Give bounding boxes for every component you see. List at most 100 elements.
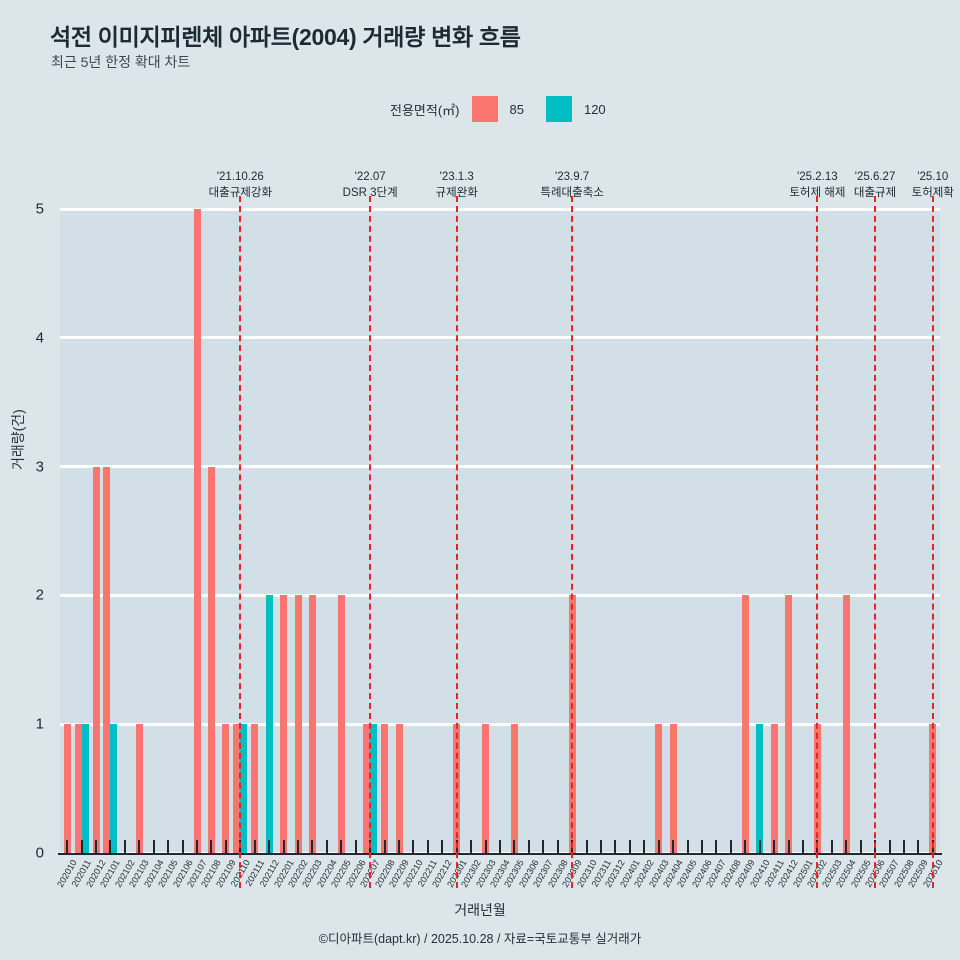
x-tick-mark (729, 840, 732, 853)
annotation-text: 토허제확 (911, 187, 954, 199)
y-tick-label: 2 (35, 586, 44, 604)
bar-85[interactable] (482, 724, 490, 853)
annotation-202510: '25.10 토허제확 (873, 170, 960, 201)
bar-85[interactable] (251, 724, 259, 853)
gridline (60, 722, 940, 726)
event-line-202502 (816, 196, 819, 888)
x-tick-mark (715, 840, 718, 853)
event-line-202506 (874, 196, 877, 888)
bar-85[interactable] (222, 724, 230, 853)
annotation-202506: '25.6.27 대출규제 (815, 170, 935, 201)
bar-85[interactable] (63, 724, 71, 853)
x-tick-mark (859, 840, 862, 853)
bar-85[interactable] (381, 724, 389, 853)
annotation-text: 대출규제강화 (208, 187, 273, 199)
bar-85[interactable] (785, 595, 793, 853)
bar-85[interactable] (92, 466, 100, 853)
x-tick-mark (325, 840, 328, 853)
x-tick-mark (210, 840, 213, 853)
gridline (60, 336, 940, 340)
bar-120[interactable] (110, 724, 118, 853)
y-tick-label: 3 (35, 458, 44, 476)
bar-85[interactable] (207, 466, 215, 853)
x-tick-mark (888, 840, 891, 853)
bar-120[interactable] (756, 724, 764, 853)
bar-85[interactable] (510, 724, 518, 853)
x-tick-mark (95, 840, 98, 853)
bar-85[interactable] (294, 595, 302, 853)
bar-85[interactable] (135, 724, 143, 853)
x-axis-labels: 202010 202011 202012 202101 202102 202103 2021… (55, 856, 944, 900)
bar-85[interactable] (669, 724, 677, 853)
gridline (60, 207, 940, 211)
annotation-text: 대출규제 (853, 187, 897, 199)
bar-120[interactable] (265, 595, 273, 853)
annotation-202502: '25.2.13 토허제 해제 (757, 170, 877, 201)
x-tick-mark (700, 840, 703, 853)
bar-85[interactable] (842, 595, 850, 853)
annotation-text: 규제완화 (435, 187, 478, 199)
bar-85[interactable] (233, 724, 241, 853)
bar-85[interactable] (770, 724, 778, 853)
x-tick-mark (354, 840, 357, 853)
annotation-date: '23.1.3 (439, 171, 474, 183)
event-line-202207 (369, 196, 372, 888)
x-tick-mark (773, 840, 776, 853)
x-tick-mark (196, 840, 199, 853)
x-tick-mark (138, 840, 141, 853)
x-tick-mark (484, 840, 487, 853)
x-tick-mark (109, 840, 112, 853)
bar-85[interactable] (103, 466, 111, 853)
x-tick-mark (686, 840, 689, 853)
x-tick-mark (801, 840, 804, 853)
x-tick-mark (917, 840, 920, 853)
x-tick-mark (268, 840, 271, 853)
x-tick-mark (224, 840, 227, 853)
bar-120[interactable] (370, 724, 378, 853)
bar-85[interactable] (337, 595, 345, 853)
legend-item-85[interactable]: 85 (471, 96, 546, 122)
legend-item-120[interactable]: 120 (545, 96, 628, 122)
plot-background (60, 209, 940, 853)
x-axis-title: 거래년월 (454, 902, 506, 918)
legend-swatch-120 (545, 96, 572, 122)
legend-title: 전용면적(㎡) (390, 102, 460, 118)
annotation-date: '25.2.13 (797, 171, 838, 183)
x-tick-mark (902, 840, 905, 853)
footer-credit: ©디아파트(dapt.kr) / 2025.10.28 / 자료=국토교통부 실… (318, 932, 642, 946)
bar-85[interactable] (280, 595, 288, 853)
y-axis-title: 거래량(건) (10, 409, 26, 470)
x-tick-mark (830, 840, 833, 853)
annotation-202301: '23.1.3 규제완화 (397, 170, 517, 201)
bar-85[interactable] (395, 724, 403, 853)
bar-85[interactable] (308, 595, 316, 853)
annotation-date: '23.9.7 (555, 171, 590, 183)
x-tick-mark (614, 840, 617, 853)
legend: 전용면적(㎡) 85 120 (390, 96, 628, 122)
x-tick-mark (167, 840, 170, 853)
bar-85[interactable] (74, 724, 82, 853)
page-subtitle: 최근 5년 한정 확대 차트 (51, 54, 191, 70)
bar-85[interactable] (741, 595, 749, 853)
annotation-date: '21.10.26 (216, 171, 264, 183)
annotation-text: DSR 3단계 (342, 187, 398, 199)
legend-swatch-85 (471, 96, 498, 122)
y-axis: 0 1 2 3 4 5 (0, 201, 56, 862)
bar-85[interactable] (363, 724, 371, 853)
annotation-date: '25.10 (917, 171, 949, 183)
y-tick-label: 4 (35, 329, 44, 347)
x-tick-mark (657, 840, 660, 853)
annotation-text: 토허제 해제 (789, 187, 846, 199)
bar-120[interactable] (81, 724, 89, 853)
x-tick-mark (845, 840, 848, 853)
x-tick-mark (599, 840, 602, 853)
x-tick-mark (123, 840, 126, 853)
x-tick-mark (758, 840, 761, 853)
bar-85[interactable] (655, 724, 663, 853)
x-tick-mark (311, 840, 314, 853)
bar-85[interactable] (193, 209, 201, 853)
x-tick-mark (340, 840, 343, 853)
legend-label-120: 120 (583, 101, 606, 117)
bar-120[interactable] (240, 724, 248, 853)
